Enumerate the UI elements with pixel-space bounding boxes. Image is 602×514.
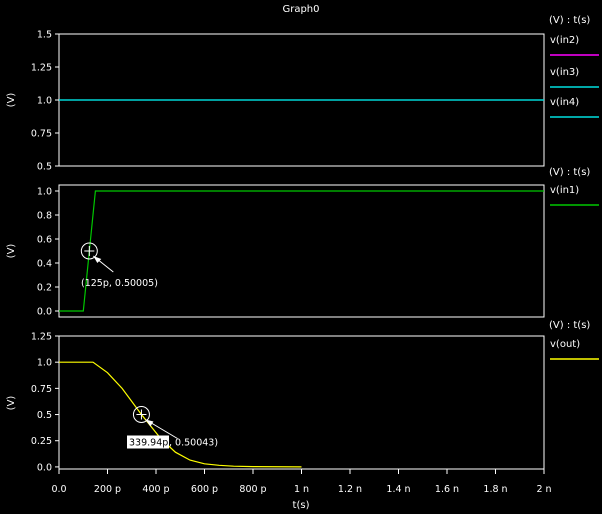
y-tick-label: 1.0 bbox=[37, 187, 52, 198]
legend[interactable]: v(in2) v(in3) v(in4) bbox=[550, 35, 599, 118]
legend-entry-label[interactable]: v(in3) bbox=[550, 67, 579, 78]
y-tick-labels: 0.0 0.2 0.4 0.6 0.8 1.0 bbox=[37, 187, 59, 318]
x-tick-label: 800 p bbox=[239, 484, 266, 495]
marker-label-x: 339.94p bbox=[129, 437, 168, 448]
y-tick-label: 0.4 bbox=[37, 259, 52, 270]
x-axis: 0.0 200 p 400 p 600 p 800 p 1 n 1.2 n 1.4 n 1.6 … bbox=[51, 469, 552, 495]
plot-frame bbox=[58, 335, 545, 470]
legend[interactable]: v(out) bbox=[550, 339, 599, 360]
x-tick-label: 600 p bbox=[191, 484, 218, 495]
cursor-marker[interactable]: (125p, 0.50005) bbox=[80, 242, 158, 289]
marker-arrowhead bbox=[145, 419, 154, 427]
legend-header: (V) : t(s) bbox=[549, 15, 590, 26]
y-tick-label: 1.0 bbox=[37, 358, 52, 369]
panel-top[interactable]: (V) 0.50.751.01.251.5 (V) : t(s) v(in2)v… bbox=[6, 15, 599, 173]
graph-title: Graph0 bbox=[282, 4, 319, 15]
x-tick-label: 1.8 n bbox=[483, 484, 507, 495]
y-axis-label: (V) bbox=[6, 396, 17, 411]
x-tick-label: 400 p bbox=[142, 484, 169, 495]
y-tick-label: 0.75 bbox=[31, 384, 52, 395]
legend[interactable]: v(in1) bbox=[550, 185, 599, 206]
marker-arrowhead bbox=[93, 255, 102, 263]
y-tick-label: 0.0 bbox=[37, 307, 52, 318]
y-tick-label: 1.5 bbox=[37, 30, 52, 41]
y-axis-label: (V) bbox=[6, 244, 17, 259]
x-tick-label: 1.2 n bbox=[338, 484, 362, 495]
y-tick-label: 0.75 bbox=[31, 129, 52, 140]
x-tick-label: 1.4 n bbox=[386, 484, 410, 495]
panel-bottom[interactable]: (V) 0.0 0.25 0.5 0.75 1.0 1.25 (V) : t(s) v(o… bbox=[6, 320, 599, 473]
legend-header: (V) : t(s) bbox=[549, 320, 590, 331]
y-tick-label: 1.25 bbox=[31, 63, 52, 74]
marker-label-highlight bbox=[127, 435, 169, 449]
x-tick-label: 1.6 n bbox=[435, 484, 459, 495]
panel-middle[interactable]: (V) 0.0 0.2 0.4 0.6 0.8 1.0 (V) : t(s) v(in1)… bbox=[6, 167, 599, 318]
legend-entry-label[interactable]: v(in2) bbox=[550, 35, 579, 46]
y-tick-label: 0.5 bbox=[37, 162, 52, 173]
legend-entry-label[interactable]: v(in4) bbox=[550, 97, 579, 108]
cursor-marker[interactable]: 339.94p, 0.50043) bbox=[127, 405, 218, 449]
legend-entry-label[interactable]: v(in1) bbox=[550, 185, 579, 196]
x-tick-label: 200 p bbox=[94, 484, 121, 495]
y-tick-labels: 0.5 0.75 1.0 1.25 1.5 bbox=[31, 30, 59, 173]
x-axis-label: t(s) bbox=[293, 500, 310, 511]
y-tick-label: 1.25 bbox=[31, 332, 52, 343]
x-tick-label: 2 n bbox=[536, 484, 551, 495]
x-tick-label: 0.0 bbox=[51, 484, 66, 495]
y-tick-label: 0.8 bbox=[37, 211, 52, 222]
y-tick-labels: 0.0 0.25 0.5 0.75 1.0 1.25 bbox=[31, 332, 59, 473]
x-tick-label: 1 n bbox=[294, 484, 309, 495]
y-axis-label: (V) bbox=[6, 93, 17, 108]
legend-entry-label[interactable]: v(out) bbox=[550, 339, 580, 350]
series-group bbox=[59, 190, 544, 312]
marker-label: (125p, 0.50005) bbox=[81, 278, 158, 289]
y-tick-label: 0.25 bbox=[31, 436, 52, 447]
y-tick-label: 0.6 bbox=[37, 235, 52, 246]
plot-frame bbox=[58, 184, 545, 318]
marker-circle[interactable] bbox=[80, 242, 98, 260]
series-line-vout bbox=[59, 361, 302, 468]
y-tick-label: 0.5 bbox=[37, 410, 52, 421]
marker-circle[interactable] bbox=[132, 405, 150, 423]
legend-header: (V) : t(s) bbox=[549, 167, 590, 178]
marker-label-y: , 0.50043) bbox=[169, 437, 218, 448]
y-tick-label: 0.0 bbox=[37, 462, 52, 473]
y-tick-label: 1.0 bbox=[37, 96, 52, 107]
series-group bbox=[59, 361, 302, 468]
y-tick-label: 0.2 bbox=[37, 283, 52, 294]
series-line-vin1 bbox=[59, 190, 544, 312]
